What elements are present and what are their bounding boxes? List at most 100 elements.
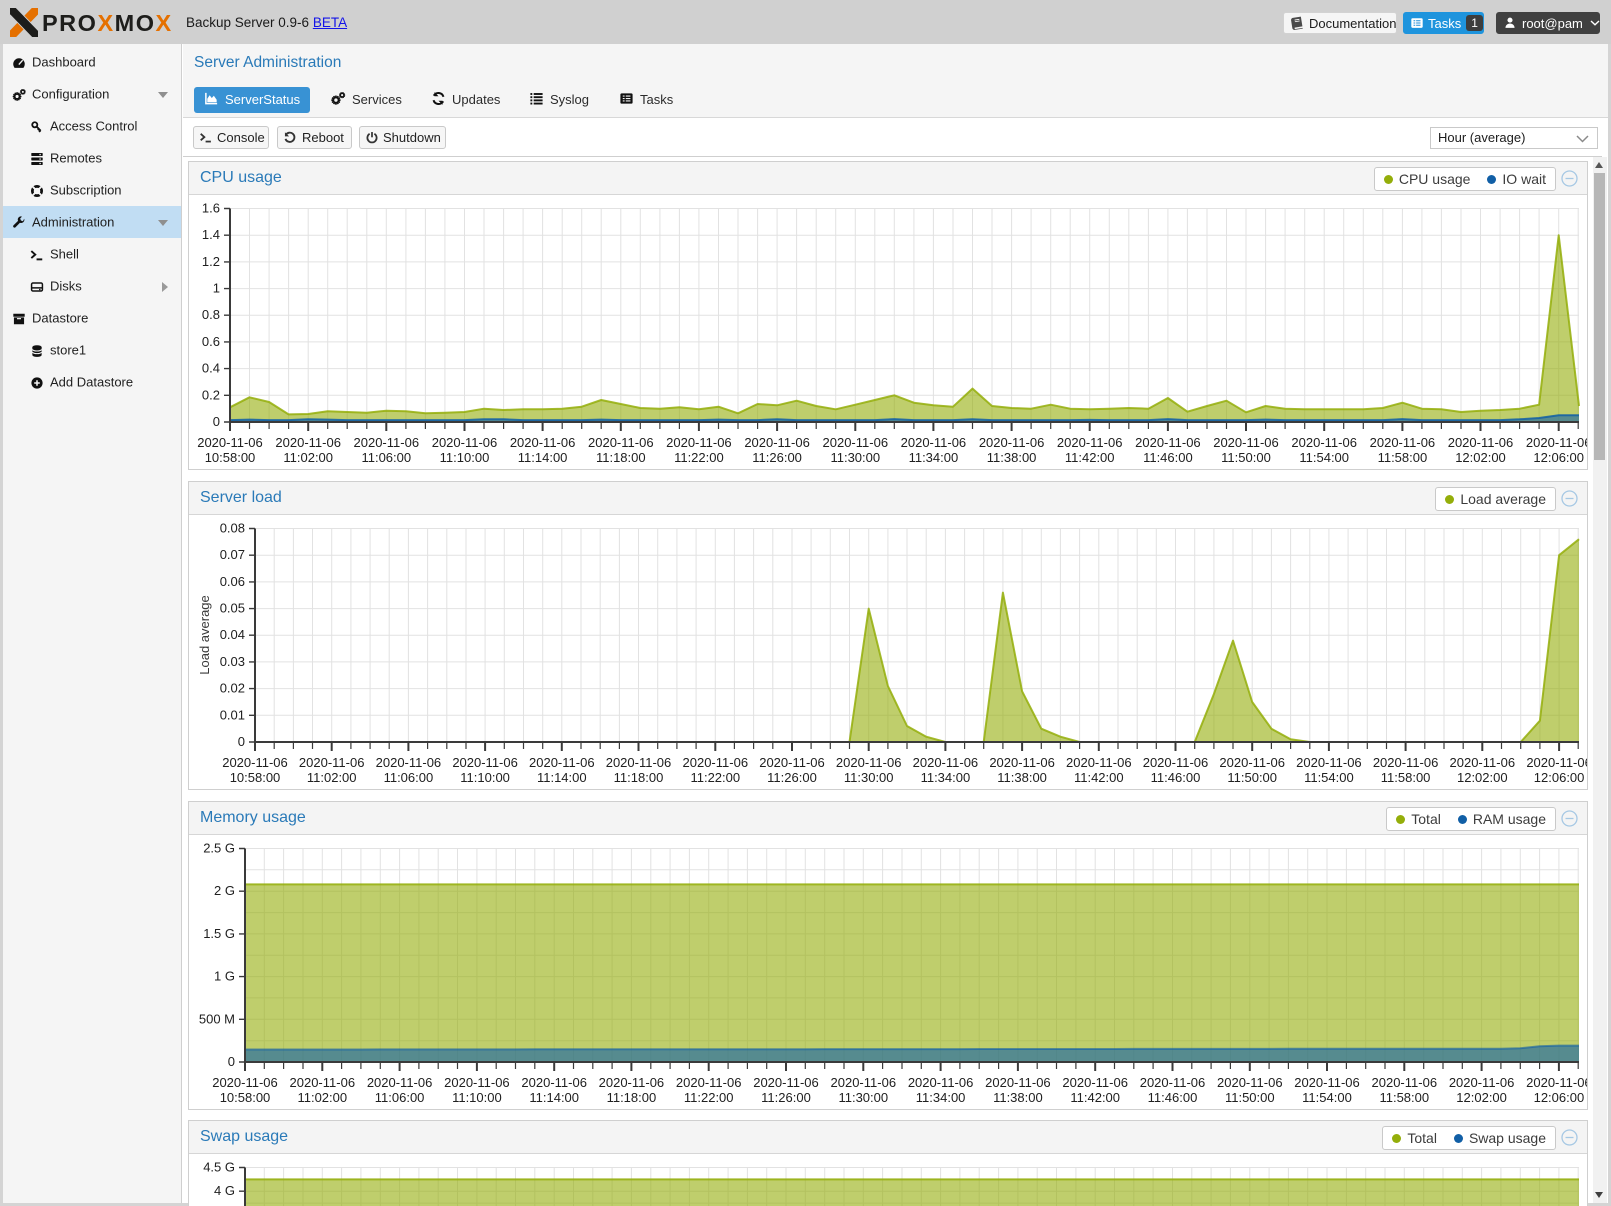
svg-text:11:46:00: 11:46:00 <box>1143 450 1193 465</box>
svg-text:11:58:00: 11:58:00 <box>1378 450 1428 465</box>
svg-text:11:42:00: 11:42:00 <box>1065 450 1115 465</box>
svg-text:11:42:00: 11:42:00 <box>1074 770 1124 785</box>
svg-text:2020-11-06: 2020-11-06 <box>1373 755 1439 770</box>
svg-text:11:18:00: 11:18:00 <box>596 450 646 465</box>
svg-text:2020-11-06: 2020-11-06 <box>1217 1075 1283 1090</box>
svg-text:0.6: 0.6 <box>202 334 220 349</box>
svg-text:2020-11-06: 2020-11-06 <box>676 1075 742 1090</box>
svg-text:11:14:00: 11:14:00 <box>537 770 587 785</box>
svg-text:11:34:00: 11:34:00 <box>909 450 959 465</box>
svg-text:2020-11-06: 2020-11-06 <box>1291 435 1357 450</box>
svg-text:2020-11-06: 2020-11-06 <box>1526 1075 1587 1090</box>
svg-text:1.2: 1.2 <box>202 254 220 269</box>
svg-text:0.08: 0.08 <box>220 521 245 536</box>
svg-text:0.01: 0.01 <box>220 707 245 722</box>
svg-text:0.4: 0.4 <box>202 361 220 376</box>
svg-text:1.6: 1.6 <box>202 201 220 216</box>
svg-text:2020-11-06: 2020-11-06 <box>197 435 263 450</box>
svg-text:2020-11-06: 2020-11-06 <box>212 1075 278 1090</box>
svg-text:11:06:00: 11:06:00 <box>384 770 434 785</box>
svg-text:2020-11-06: 2020-11-06 <box>1296 755 1362 770</box>
svg-text:2020-11-06: 2020-11-06 <box>823 435 889 450</box>
svg-text:2020-11-06: 2020-11-06 <box>599 1075 665 1090</box>
svg-text:2020-11-06: 2020-11-06 <box>989 755 1055 770</box>
svg-text:11:22:00: 11:22:00 <box>690 770 740 785</box>
svg-text:11:18:00: 11:18:00 <box>607 1090 657 1105</box>
svg-text:0: 0 <box>228 1054 235 1069</box>
svg-text:4.5 G: 4.5 G <box>203 1160 235 1175</box>
svg-text:2020-11-06: 2020-11-06 <box>901 435 967 450</box>
svg-text:2020-11-06: 2020-11-06 <box>275 435 341 450</box>
svg-text:11:58:00: 11:58:00 <box>1381 770 1431 785</box>
svg-text:11:26:00: 11:26:00 <box>767 770 817 785</box>
svg-text:12:02:00: 12:02:00 <box>1455 450 1506 465</box>
svg-text:2020-11-06: 2020-11-06 <box>1062 1075 1128 1090</box>
svg-text:2020-11-06: 2020-11-06 <box>985 1075 1051 1090</box>
svg-text:2020-11-06: 2020-11-06 <box>1450 755 1516 770</box>
svg-text:11:58:00: 11:58:00 <box>1379 1090 1429 1105</box>
svg-text:2 G: 2 G <box>214 883 235 898</box>
svg-text:11:22:00: 11:22:00 <box>684 1090 734 1105</box>
svg-text:2020-11-06: 2020-11-06 <box>744 435 810 450</box>
svg-text:2020-11-06: 2020-11-06 <box>1449 1075 1515 1090</box>
svg-text:2020-11-06: 2020-11-06 <box>521 1075 587 1090</box>
svg-text:11:26:00: 11:26:00 <box>752 450 802 465</box>
svg-text:12:06:00: 12:06:00 <box>1533 450 1584 465</box>
svg-text:500 M: 500 M <box>199 1011 235 1026</box>
svg-text:0.04: 0.04 <box>220 627 245 642</box>
svg-text:11:22:00: 11:22:00 <box>674 450 724 465</box>
svg-text:11:30:00: 11:30:00 <box>830 450 880 465</box>
svg-text:2020-11-06: 2020-11-06 <box>1219 755 1285 770</box>
svg-text:12:06:00: 12:06:00 <box>1534 770 1585 785</box>
svg-text:2020-11-06: 2020-11-06 <box>1135 435 1201 450</box>
svg-text:11:10:00: 11:10:00 <box>440 450 490 465</box>
svg-text:12:02:00: 12:02:00 <box>1456 1090 1507 1105</box>
svg-text:0.06: 0.06 <box>220 574 245 589</box>
svg-text:0.05: 0.05 <box>220 601 245 616</box>
svg-text:2020-11-06: 2020-11-06 <box>753 1075 819 1090</box>
svg-text:11:02:00: 11:02:00 <box>297 1090 347 1105</box>
svg-text:11:42:00: 11:42:00 <box>1070 1090 1120 1105</box>
svg-text:2020-11-06: 2020-11-06 <box>1140 1075 1206 1090</box>
svg-text:2020-11-06: 2020-11-06 <box>908 1075 974 1090</box>
svg-text:0.2: 0.2 <box>202 387 220 402</box>
svg-text:2020-11-06: 2020-11-06 <box>979 435 1045 450</box>
svg-text:10:58:00: 10:58:00 <box>205 450 256 465</box>
svg-text:11:02:00: 11:02:00 <box>307 770 357 785</box>
svg-text:11:06:00: 11:06:00 <box>361 450 411 465</box>
svg-text:2020-11-06: 2020-11-06 <box>1057 435 1123 450</box>
svg-text:2020-11-06: 2020-11-06 <box>1372 1075 1438 1090</box>
svg-text:2020-11-06: 2020-11-06 <box>588 435 654 450</box>
svg-text:11:34:00: 11:34:00 <box>921 770 971 785</box>
svg-text:11:18:00: 11:18:00 <box>614 770 664 785</box>
svg-text:11:30:00: 11:30:00 <box>838 1090 888 1105</box>
svg-text:11:50:00: 11:50:00 <box>1221 450 1271 465</box>
svg-text:2020-11-06: 2020-11-06 <box>1370 435 1436 450</box>
svg-text:0: 0 <box>238 734 245 749</box>
svg-text:1.4: 1.4 <box>202 227 220 242</box>
svg-text:2020-11-06: 2020-11-06 <box>1213 435 1279 450</box>
svg-text:12:02:00: 12:02:00 <box>1457 770 1508 785</box>
svg-text:2020-11-06: 2020-11-06 <box>529 755 595 770</box>
svg-text:2020-11-06: 2020-11-06 <box>1066 755 1132 770</box>
svg-text:2020-11-06: 2020-11-06 <box>432 435 498 450</box>
svg-text:2020-11-06: 2020-11-06 <box>452 755 518 770</box>
svg-text:11:10:00: 11:10:00 <box>460 770 510 785</box>
svg-text:11:38:00: 11:38:00 <box>987 450 1037 465</box>
svg-text:11:30:00: 11:30:00 <box>844 770 894 785</box>
svg-text:2020-11-06: 2020-11-06 <box>831 1075 897 1090</box>
svg-text:11:46:00: 11:46:00 <box>1148 1090 1198 1105</box>
svg-text:11:50:00: 11:50:00 <box>1227 770 1277 785</box>
svg-text:11:02:00: 11:02:00 <box>283 450 333 465</box>
svg-text:0.03: 0.03 <box>220 654 245 669</box>
svg-text:0.8: 0.8 <box>202 307 220 322</box>
svg-text:2020-11-06: 2020-11-06 <box>1294 1075 1360 1090</box>
svg-text:11:54:00: 11:54:00 <box>1304 770 1354 785</box>
svg-text:2020-11-06: 2020-11-06 <box>510 435 576 450</box>
svg-text:11:46:00: 11:46:00 <box>1151 770 1201 785</box>
svg-text:12:06:00: 12:06:00 <box>1534 1090 1585 1105</box>
svg-text:11:10:00: 11:10:00 <box>452 1090 502 1105</box>
svg-text:4 G: 4 G <box>214 1183 235 1198</box>
svg-text:1: 1 <box>213 281 220 296</box>
svg-text:2020-11-06: 2020-11-06 <box>759 755 825 770</box>
